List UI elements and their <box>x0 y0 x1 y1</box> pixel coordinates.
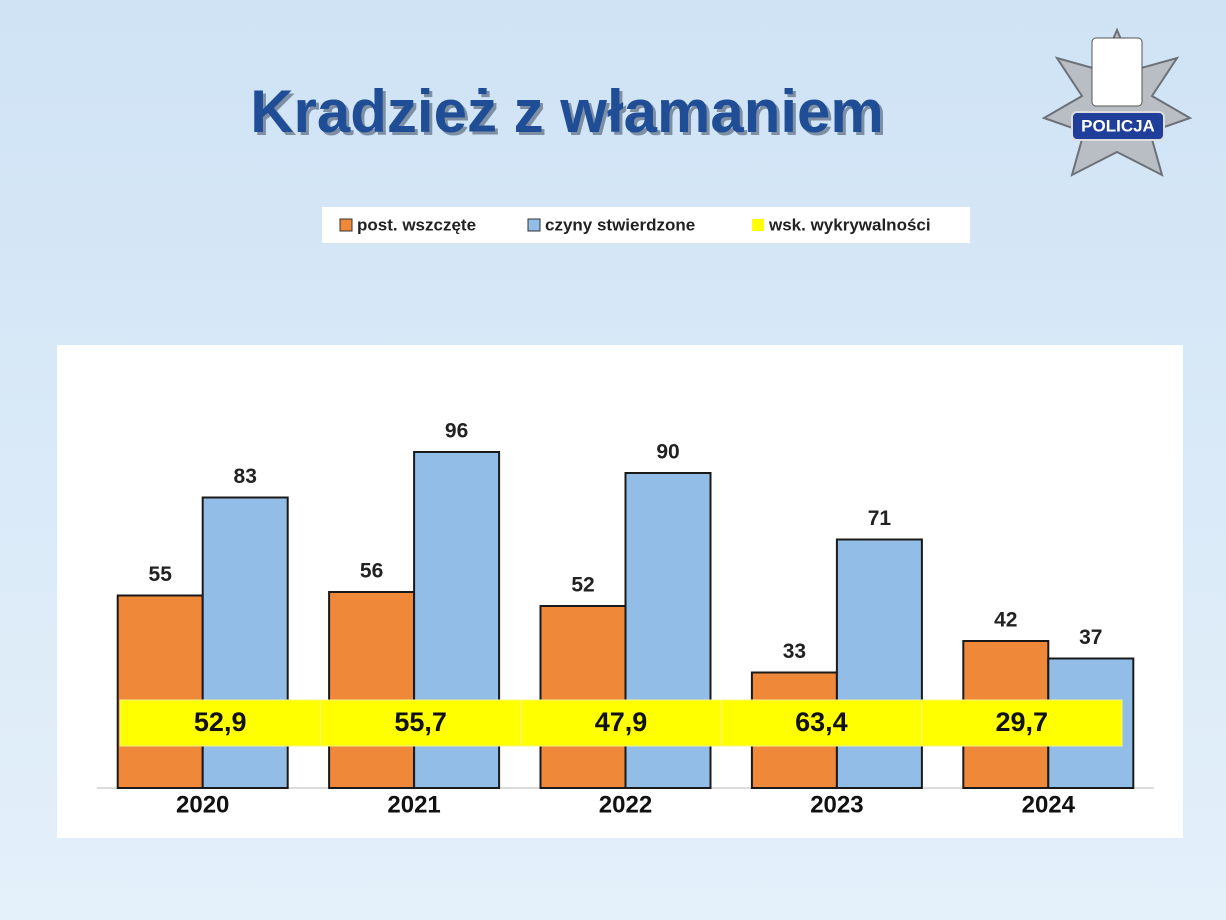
bar <box>328 591 416 789</box>
legend-swatch <box>527 218 541 232</box>
legend-box <box>322 207 970 243</box>
data-label: 52 <box>571 574 594 597</box>
logo: POLICJA <box>1041 27 1193 177</box>
legend-swatch <box>339 218 353 232</box>
x-tick-label: 2024 <box>1022 791 1076 818</box>
data-label: 83 <box>234 465 257 488</box>
legend-label: wsk. wykrywalności <box>768 215 931 234</box>
indicator-cell <box>119 699 321 747</box>
x-tick-label: 2022 <box>599 791 652 818</box>
data-label: 96 <box>445 420 468 443</box>
data-label: 56 <box>360 560 383 583</box>
bar <box>835 538 923 789</box>
x-tick-label: 2023 <box>810 791 863 818</box>
badge-text: POLICJA <box>1081 116 1155 135</box>
bar <box>116 594 204 789</box>
x-tick-label: 2020 <box>176 791 229 818</box>
data-label: 71 <box>868 507 892 530</box>
indicator-cell <box>520 699 722 747</box>
indicator-label: 47,9 <box>595 707 648 737</box>
data-label: 33 <box>783 640 806 663</box>
legend-label: czyny stwierdzone <box>545 215 695 234</box>
data-label: 37 <box>1079 626 1102 649</box>
legend-swatch <box>752 219 764 231</box>
indicator-cell <box>720 699 923 747</box>
title-shadow: Kradzież z włamaniem <box>253 81 887 148</box>
indicator-cell <box>319 699 522 747</box>
indicator-label: 52,9 <box>194 707 247 737</box>
data-label: 42 <box>994 609 1017 632</box>
indicator-cell <box>921 699 1123 747</box>
chart-title: Kradzież z włamaniem <box>250 78 884 145</box>
x-tick-label: 2021 <box>387 791 440 818</box>
indicator-label: 29,7 <box>996 707 1049 737</box>
indicator-label: 55,7 <box>394 707 447 737</box>
legend-label: post. wszczęte <box>357 215 476 234</box>
data-label: 55 <box>149 563 173 586</box>
data-label: 90 <box>656 441 679 464</box>
crest <box>1091 37 1143 107</box>
bar <box>539 605 627 789</box>
badge-plate <box>1071 111 1165 141</box>
indicator-label: 63,4 <box>795 707 848 737</box>
